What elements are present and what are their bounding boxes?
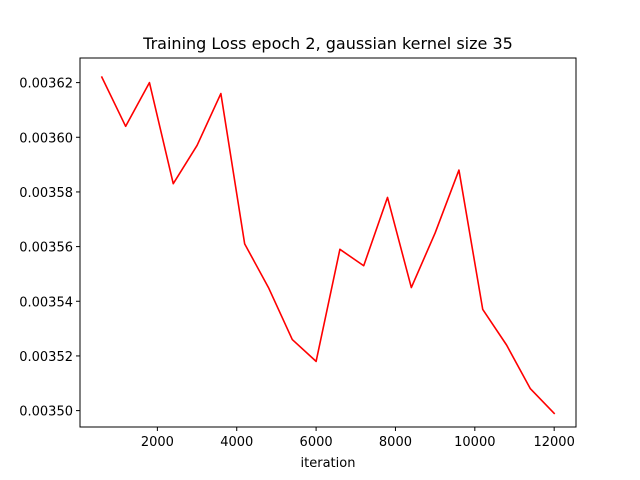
data-point bbox=[172, 183, 174, 185]
data-point bbox=[125, 126, 127, 128]
x-tick-label: 6000 bbox=[300, 435, 333, 450]
x-axis-ticks: 2000 4000 6000 8000 10000 12000 bbox=[141, 427, 575, 450]
data-point bbox=[411, 287, 413, 289]
x-tick-label: 8000 bbox=[379, 435, 412, 450]
data-point bbox=[482, 309, 484, 311]
data-point bbox=[387, 197, 389, 199]
x-tick-label: 4000 bbox=[220, 435, 253, 450]
x-tick-label: 10000 bbox=[454, 435, 495, 450]
data-point bbox=[458, 169, 460, 171]
y-axis-ticks: 0.00350 0.00352 0.00354 0.00356 0.00358 0.003… bbox=[19, 77, 80, 420]
y-tick-label: 0.00350 bbox=[19, 405, 73, 420]
data-point bbox=[506, 344, 508, 346]
y-axis-title: loss bbox=[0, 229, 4, 254]
chart-title: Training Loss epoch 2, gaussian kernel s… bbox=[142, 34, 513, 53]
data-point bbox=[101, 76, 103, 78]
data-point bbox=[315, 361, 317, 363]
data-point bbox=[553, 413, 555, 415]
x-tick-label: 12000 bbox=[533, 435, 574, 450]
y-tick-label: 0.00358 bbox=[19, 186, 73, 201]
data-point bbox=[339, 249, 341, 251]
x-tick-label: 2000 bbox=[141, 435, 174, 450]
data-point bbox=[220, 93, 222, 95]
data-point bbox=[530, 388, 532, 390]
data-point bbox=[268, 287, 270, 289]
y-tick-label: 0.00352 bbox=[19, 350, 73, 365]
plot-area bbox=[80, 58, 576, 427]
series-layer bbox=[100, 76, 556, 415]
y-tick-label: 0.00360 bbox=[19, 131, 73, 146]
x-axis-title: iteration bbox=[301, 456, 356, 471]
data-point bbox=[244, 243, 246, 245]
data-point bbox=[434, 232, 436, 234]
series-line-0 bbox=[100, 76, 556, 415]
data-point bbox=[363, 265, 365, 267]
y-tick-label: 0.00354 bbox=[19, 295, 73, 310]
data-point bbox=[149, 82, 151, 84]
y-tick-label: 0.00356 bbox=[19, 241, 73, 256]
data-point bbox=[196, 145, 198, 147]
y-tick-label: 0.00362 bbox=[19, 77, 73, 92]
plot-frame bbox=[79, 57, 577, 428]
data-point bbox=[291, 339, 293, 341]
